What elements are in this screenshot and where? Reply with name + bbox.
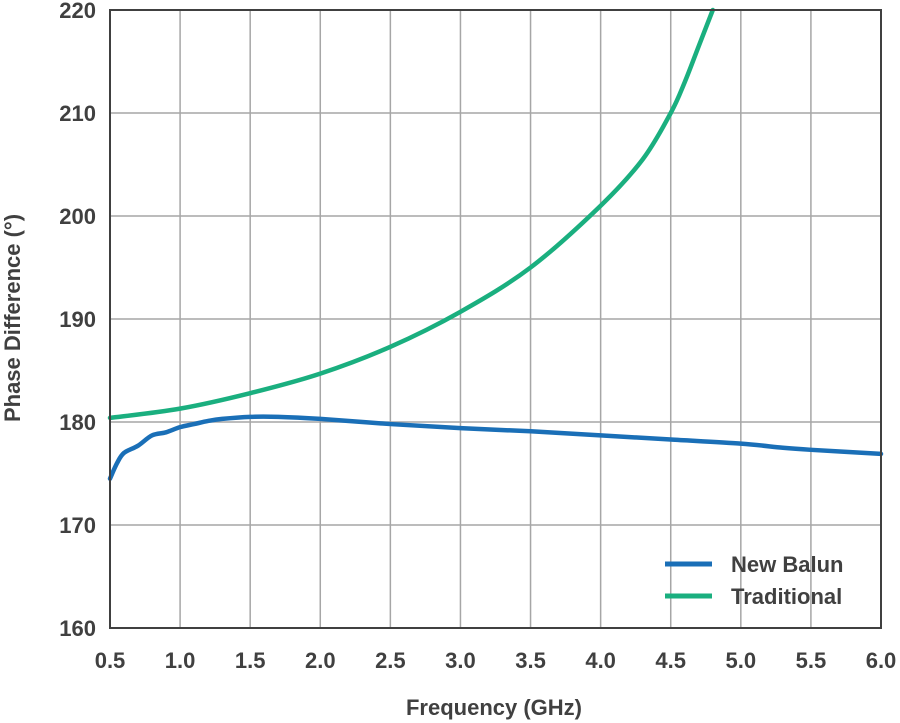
x-tick-label: 1.0 bbox=[165, 648, 196, 673]
x-tick-label: 1.5 bbox=[235, 648, 266, 673]
series-line-new-balun bbox=[107, 414, 884, 481]
legend-label-new-balun: New Balun bbox=[731, 552, 843, 577]
y-tick-labels: 160 170 180 190 200 210 220 bbox=[59, 0, 96, 641]
x-tick-labels: 0.5 1.0 1.5 2.0 2.5 3.0 3.5 4.0 4.5 5.0 5.5 6.0 bbox=[95, 648, 897, 673]
y-tick-label: 170 bbox=[59, 513, 96, 538]
x-tick-label: 3.0 bbox=[445, 648, 476, 673]
y-tick-label: 210 bbox=[59, 101, 96, 126]
x-tick-label: 0.5 bbox=[95, 648, 126, 673]
y-tick-label: 220 bbox=[59, 0, 96, 23]
grid-lines bbox=[109, 9, 882, 629]
x-tick-label: 5.0 bbox=[726, 648, 757, 673]
x-axis-title: Frequency (GHz) bbox=[406, 695, 582, 720]
x-tick-label: 6.0 bbox=[866, 648, 897, 673]
y-tick-label: 160 bbox=[59, 616, 96, 641]
y-axis-title: Phase Difference (°) bbox=[0, 214, 25, 422]
y-tick-label: 180 bbox=[59, 410, 96, 435]
y-tick-label: 200 bbox=[59, 204, 96, 229]
series-line-traditional bbox=[107, 7, 716, 421]
x-tick-label: 5.5 bbox=[796, 648, 827, 673]
x-tick-label: 4.5 bbox=[655, 648, 686, 673]
x-tick-label: 3.5 bbox=[515, 648, 546, 673]
legend: New Balun Traditional bbox=[665, 552, 843, 609]
y-tick-label: 190 bbox=[59, 307, 96, 332]
plot-frame bbox=[109, 9, 882, 629]
x-tick-label: 4.0 bbox=[585, 648, 616, 673]
x-tick-label: 2.5 bbox=[375, 648, 406, 673]
series-lines bbox=[107, 7, 884, 481]
x-tick-label: 2.0 bbox=[305, 648, 336, 673]
legend-label-traditional: Traditional bbox=[731, 584, 842, 609]
